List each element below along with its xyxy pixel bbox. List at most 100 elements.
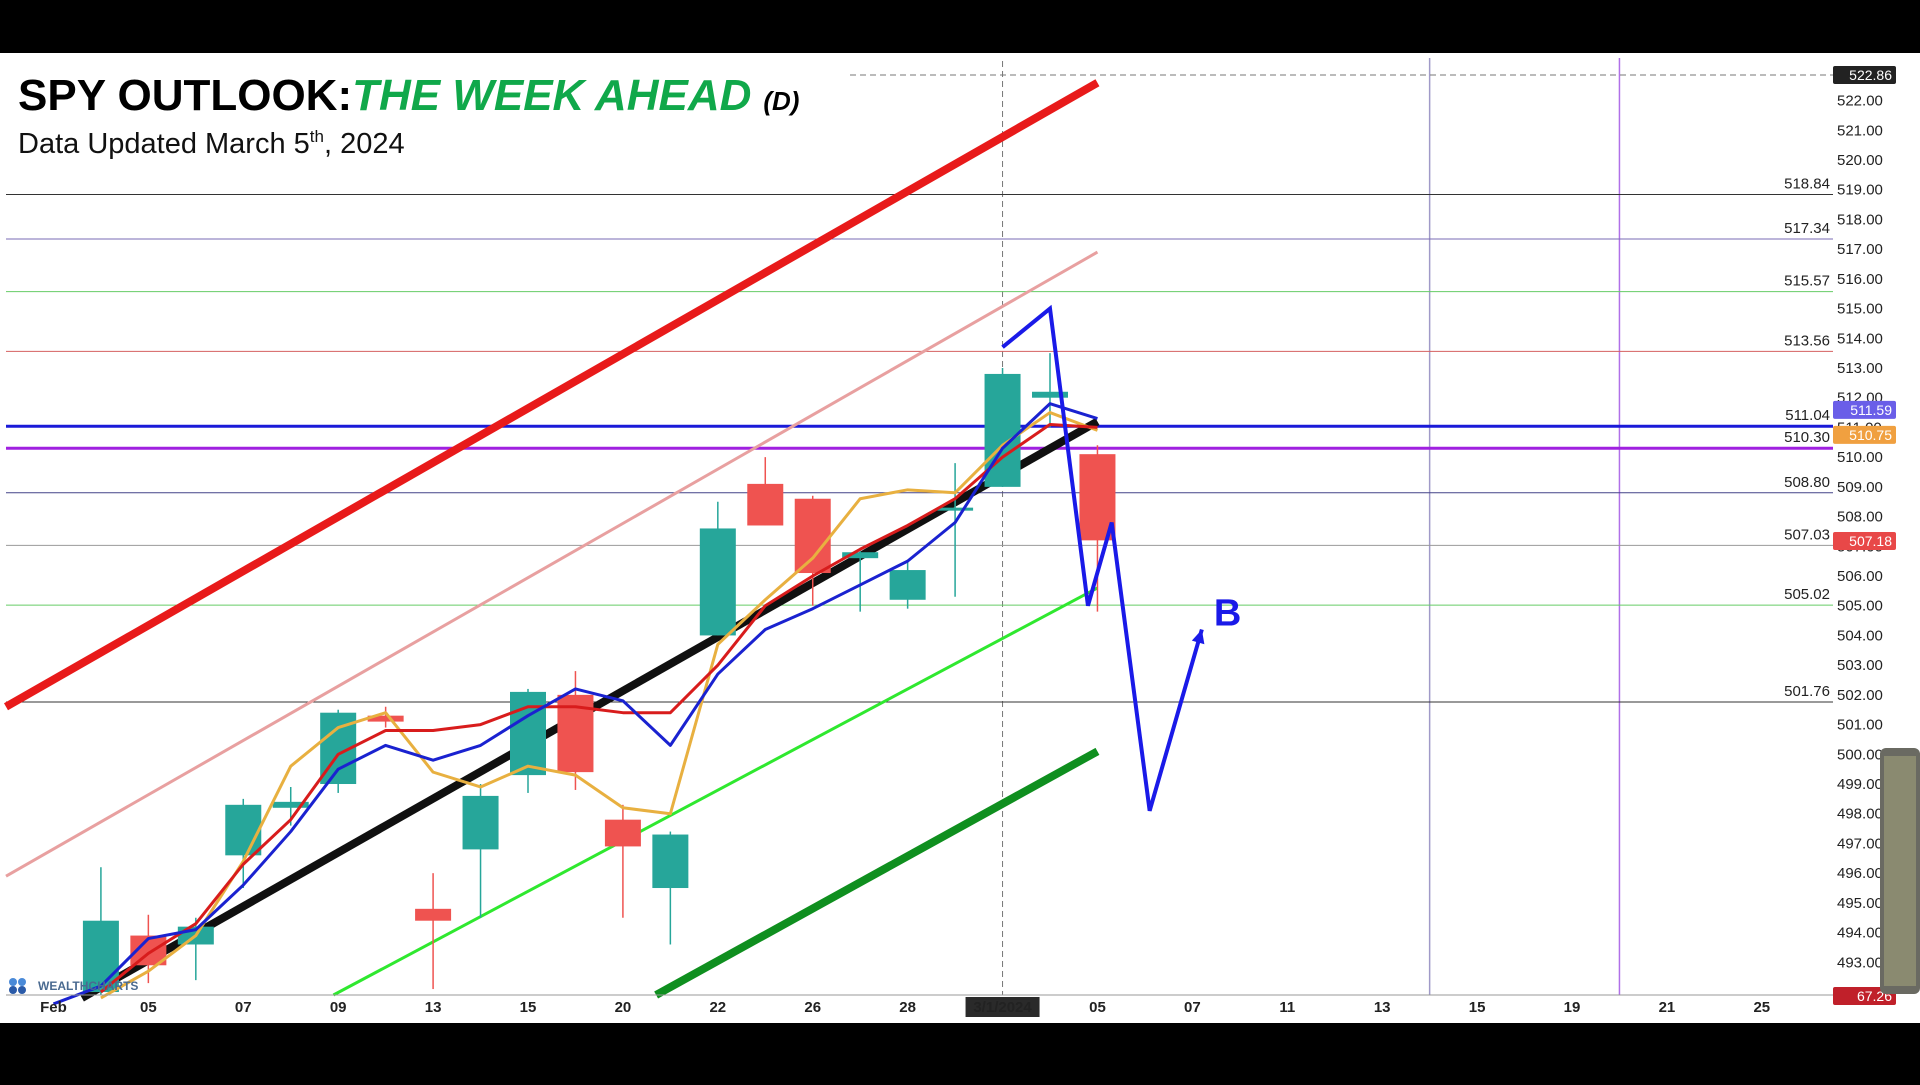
x-axis-tick: 07: [235, 999, 252, 1016]
series-layer: [52, 402, 1098, 1006]
candlestick: [794, 495, 831, 606]
candlestick: [225, 798, 262, 889]
x-axis-tick: 25: [1753, 999, 1770, 1016]
x-axis-tick: 21: [1659, 999, 1676, 1016]
x-axis-tick: 11: [1279, 999, 1295, 1016]
wealthcharts-logo-icon: [9, 978, 26, 994]
y-axis-tick: 502.00: [1837, 687, 1883, 704]
level-label: 511.04: [1785, 407, 1830, 424]
y-axis-tick: 505.00: [1837, 598, 1883, 615]
chart-title: SPY OUTLOOK:THE WEEK AHEAD (D): [18, 71, 799, 120]
trend-channel-line: [5, 250, 1099, 878]
title-highlight: THE WEEK AHEAD: [352, 71, 751, 120]
x-axis-tick: 22: [709, 999, 726, 1016]
y-axis-tick: 499.00: [1837, 776, 1883, 793]
side-widget-content: [1884, 756, 1916, 986]
forecast-path: [1001, 304, 1204, 812]
chart-subtitle: Data Updated March 5th, 2024: [18, 127, 405, 160]
wave-label-b: B: [1214, 592, 1241, 634]
y-axis-tick: 498.00: [1837, 806, 1883, 823]
forecast-layer: B: [1001, 304, 1241, 812]
price-tag-label: 511.59: [1850, 402, 1892, 418]
crosshair-date-box: [965, 997, 1040, 1017]
candlestick: [462, 784, 499, 918]
x-axis-tick: 13: [1374, 999, 1391, 1016]
candle-body: [510, 691, 546, 776]
candle-body: [699, 528, 736, 636]
y-axis-tick: 508.00: [1837, 509, 1883, 526]
y-axis-tick: 509.00: [1837, 479, 1883, 496]
y-axis-tick: 519.00: [1837, 182, 1883, 199]
price-tag-label: 510.75: [1849, 427, 1892, 443]
moving-average-line: [99, 422, 1098, 994]
candlestick: [367, 706, 404, 728]
x-axis-tick: 19: [1564, 999, 1581, 1016]
x-axis-tick: 05: [140, 999, 157, 1016]
candlestick: [889, 561, 926, 609]
y-axis-tick: 495.00: [1837, 895, 1883, 912]
y-axis-tick: 506.00: [1837, 568, 1883, 585]
price-tag: [1833, 65, 1896, 84]
level-label: 518.84: [1784, 175, 1830, 192]
x-axis-tick: 05: [1089, 999, 1106, 1016]
y-axis-tick: 504.00: [1837, 627, 1883, 644]
watermark: WEALTHCHARTS: [9, 978, 138, 994]
candlestick: [699, 501, 736, 636]
candle-body: [415, 908, 452, 921]
y-axis-tick: 497.00: [1837, 835, 1883, 852]
x-axis-tick: 26: [804, 999, 821, 1016]
x-axis-tick: 09: [330, 999, 347, 1016]
candlestick: [842, 549, 879, 612]
subtitle-ordinal: th: [310, 127, 324, 146]
moving-average-line: [52, 402, 1098, 1006]
y-axis-tick: 522.00: [1837, 93, 1883, 110]
trend-channel-line: [654, 747, 1100, 999]
title-panel: [0, 53, 850, 169]
candle-body: [82, 920, 119, 993]
candlestick: [415, 873, 452, 990]
title-prefix: SPY OUTLOOK:: [18, 71, 352, 120]
x-axis-tick: 15: [520, 999, 537, 1016]
candle-body: [225, 804, 262, 856]
price-tag-label: 507.18: [1849, 533, 1892, 549]
side-widget[interactable]: [1880, 748, 1920, 994]
candle-body: [937, 507, 974, 511]
channel-layer: [4, 79, 1100, 1002]
candlestick: [604, 804, 641, 918]
candle-body: [652, 834, 689, 889]
candle-body: [604, 819, 641, 847]
price-tag: [1833, 400, 1896, 419]
y-axis-tick: 513.00: [1837, 360, 1883, 377]
candlestick: [652, 831, 689, 945]
candle-body: [462, 795, 499, 850]
y-axis-tick: 500.00: [1837, 746, 1883, 763]
y-axis-tick: 514.00: [1837, 330, 1883, 347]
price-tag: [1833, 425, 1896, 444]
grid-layer: [850, 58, 1833, 995]
y-axis-tick: 515.00: [1837, 301, 1883, 318]
y-axis-tick: 516.00: [1837, 271, 1883, 288]
x-axis-tick: 20: [615, 999, 632, 1016]
trend-channel-line: [4, 79, 1100, 711]
level-label: 501.76: [1784, 683, 1830, 700]
title-suffix: (D): [763, 86, 799, 116]
y-axis-tick: 517.00: [1837, 241, 1883, 258]
x-axis-tick: Feb: [40, 999, 67, 1016]
y-axis-tick: 494.00: [1837, 925, 1883, 942]
candle-body: [747, 483, 784, 526]
candlestick: [937, 463, 974, 597]
price-tag-label: 522.86: [1849, 67, 1892, 83]
crosshair-date-label: 3/1/2024: [973, 999, 1032, 1016]
y-axis-tick: 501.00: [1837, 717, 1883, 734]
trend-channel-line: [332, 586, 1099, 997]
level-label: 507.03: [1784, 526, 1830, 543]
forecast-arrowhead: [1191, 629, 1205, 645]
x-axis-tick: 13: [425, 999, 442, 1016]
level-label: 515.57: [1784, 273, 1830, 290]
watermark-text: WEALTHCHARTS: [38, 979, 138, 993]
y-axis-tick: 503.00: [1837, 657, 1883, 674]
candlestick: [747, 457, 784, 526]
